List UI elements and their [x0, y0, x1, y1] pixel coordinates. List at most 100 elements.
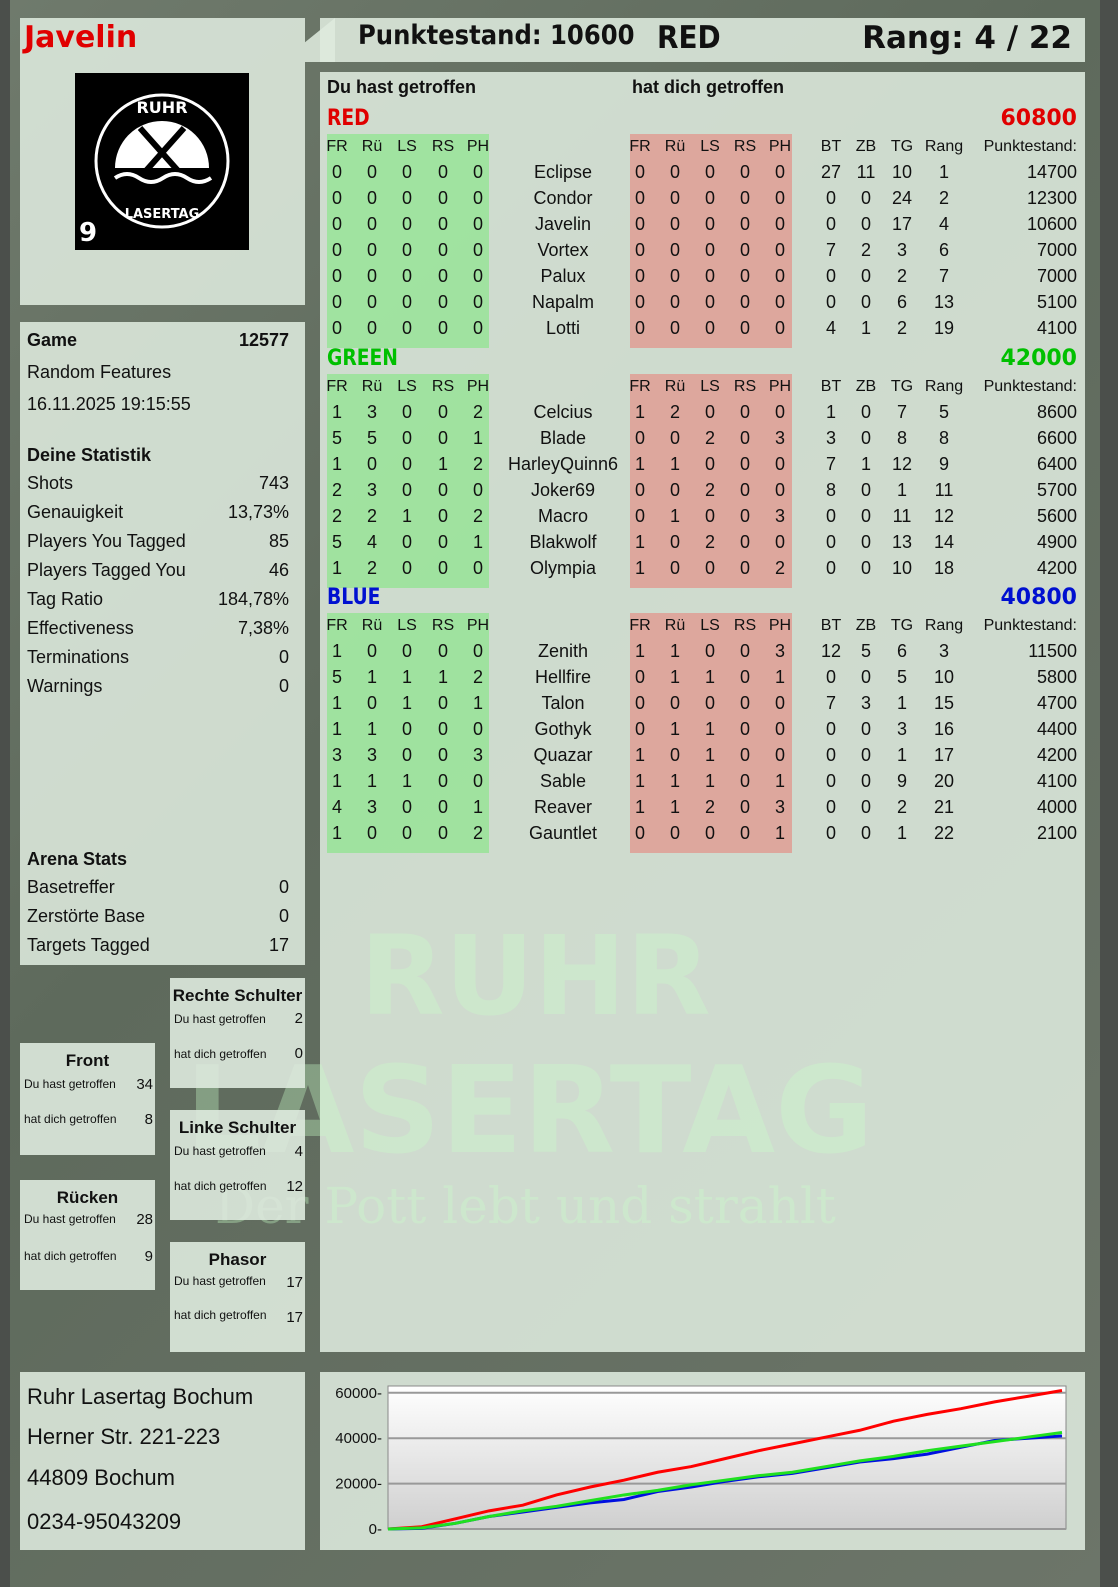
hit-you-cell: 2 [704, 797, 716, 817]
stat-label: Effectiveness [27, 618, 134, 638]
hit-you-cell: 0 [704, 240, 716, 260]
hit-you-cell: 1 [669, 797, 681, 817]
hit-you-cell: 1 [669, 771, 681, 791]
hit-you-cell: 0 [739, 771, 751, 791]
zone-you-label: Du hast getroffen [174, 1144, 266, 1158]
player-name: Macro [537, 506, 589, 526]
col-header: FR [629, 378, 651, 395]
you-hit-cell: 1 [472, 797, 484, 817]
you-hit-cell: 0 [472, 188, 484, 208]
you-hit-cell: 0 [366, 162, 378, 182]
stat-cell: 17 [891, 214, 913, 234]
hit-you-cell: 0 [704, 188, 716, 208]
col-header: PH [466, 617, 490, 634]
zone-you-label: Du hast getroffen [174, 1274, 266, 1288]
club-logo: RUHR LASERTAG 9 [75, 73, 249, 250]
stat-cell: 0 [860, 558, 872, 578]
col-header: Punktestand: [983, 617, 1077, 634]
hit-you-cell: 0 [774, 266, 786, 286]
you-hit-cell: 0 [331, 162, 343, 182]
player-name: Zenith [537, 641, 589, 661]
col-header: Rü [361, 138, 383, 155]
zone-title: Linke Schulter [178, 1118, 297, 1137]
you-hit-cell: 0 [331, 240, 343, 260]
team-name: GREEN [327, 346, 398, 371]
you-hit-cell: 1 [366, 667, 378, 687]
you-hit-cell: 0 [472, 214, 484, 234]
score-cell: 4400 [1036, 719, 1077, 739]
zone-front: Front Du hast getroffen 34 hat dich getr… [20, 1043, 155, 1155]
hit-you-cell: 0 [669, 292, 681, 312]
hit-you-cell: 0 [739, 641, 751, 661]
zone-left-shoulder: Linke Schulter Du hast getroffen 4 hat d… [170, 1110, 305, 1220]
zone-you-value: 4 [294, 1143, 303, 1160]
score-cell: 4900 [1036, 532, 1077, 552]
you-hit-cell: 0 [437, 693, 449, 713]
you-hit-cell: 1 [331, 771, 343, 791]
hit-you-cell: 1 [634, 402, 646, 422]
you-hit-cell: 0 [401, 454, 413, 474]
you-hit-cell: 0 [331, 266, 343, 286]
you-hit-cell: 0 [437, 292, 449, 312]
stats-title: Deine Statistik [27, 445, 152, 465]
hit-you-cell: 1 [669, 641, 681, 661]
zone-title: Front [65, 1051, 110, 1070]
you-hit-cell: 3 [366, 745, 378, 765]
you-hit-cell: 5 [331, 667, 343, 687]
hit-you-cell: 0 [739, 693, 751, 713]
hit-you-cell: 0 [669, 162, 681, 182]
you-hit-cell: 0 [401, 797, 413, 817]
score-cell: 5600 [1036, 506, 1077, 526]
you-hit-cell: 0 [401, 318, 413, 338]
you-hit-cell: 0 [401, 162, 413, 182]
stat-cell: 8 [825, 480, 837, 500]
stat-cell: 3 [938, 641, 950, 661]
col-header: FR [326, 378, 348, 395]
you-hit-cell: 0 [437, 214, 449, 234]
stat-cell: 9 [896, 771, 908, 791]
hit-you-cell: 1 [634, 797, 646, 817]
you-hit-cell: 0 [437, 162, 449, 182]
stat-cell: 1 [938, 162, 950, 182]
stat-cell: 0 [825, 214, 837, 234]
score-header: Punktestand: 10600 RED Rang: 4 / 22 [320, 18, 1085, 62]
series-line-2 [387, 1431, 1063, 1531]
zone-them-value: 17 [286, 1309, 303, 1326]
you-hit-cell: 1 [401, 667, 413, 687]
col-header: RS [431, 617, 455, 634]
stat-cell: 5 [938, 402, 950, 422]
stat-label: Shots [27, 473, 74, 493]
you-hit-bg [327, 613, 489, 853]
you-hit-cell: 0 [472, 292, 484, 312]
stat-cell: 11 [892, 506, 912, 526]
hit-you-cell: 0 [774, 214, 786, 234]
score-cell: 4200 [1036, 745, 1077, 765]
hit-you-cell: 1 [669, 667, 681, 687]
col-header: RS [431, 138, 455, 155]
you-hit-cell: 2 [472, 506, 484, 526]
stat-cell: 0 [860, 480, 872, 500]
stat-cell: 0 [860, 719, 872, 739]
stat-cell: 1 [896, 480, 908, 500]
you-hit-cell: 2 [331, 506, 343, 526]
zone-you-label: Du hast getroffen [174, 1012, 266, 1026]
score-progress-chart: 0- 20000- 40000- 60000- [335, 1385, 1067, 1538]
col-header: PH [768, 617, 792, 634]
venue-street: Herner Str. 221-223 [27, 1424, 221, 1449]
hit-you-cell: 0 [634, 428, 646, 448]
stat-cell: 1 [860, 454, 872, 474]
you-hit-cell: 3 [366, 402, 378, 422]
stat-cell: 7 [825, 693, 837, 713]
stat-cell: 0 [825, 532, 837, 552]
col-header: BT [820, 617, 842, 634]
stat-cell: 0 [860, 745, 872, 765]
you-hit-cell: 2 [366, 558, 378, 578]
stat-cell: 0 [860, 506, 872, 526]
hit-you-cell: 0 [739, 797, 751, 817]
col-header: ZB [855, 138, 877, 155]
you-hit-cell: 0 [472, 719, 484, 739]
venue-name: Ruhr Lasertag Bochum [27, 1384, 254, 1409]
you-hit-cell: 4 [366, 532, 378, 552]
hit-you-cell: 1 [704, 719, 716, 739]
you-hit-cell: 0 [437, 428, 449, 448]
